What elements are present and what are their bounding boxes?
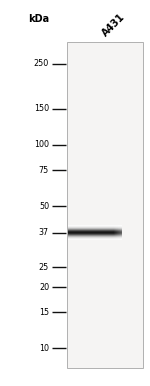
Text: 250: 250 (34, 59, 49, 68)
Text: A431: A431 (100, 11, 127, 38)
Bar (67, 42, 143, 368)
Text: 25: 25 (39, 263, 49, 272)
Text: 100: 100 (34, 140, 49, 149)
Text: 75: 75 (39, 166, 49, 175)
Text: 37: 37 (39, 228, 49, 237)
Text: 150: 150 (34, 105, 49, 113)
Text: 50: 50 (39, 201, 49, 210)
Text: kDa: kDa (28, 14, 49, 24)
Text: 10: 10 (39, 344, 49, 353)
Text: 20: 20 (39, 283, 49, 291)
Text: 15: 15 (39, 308, 49, 317)
